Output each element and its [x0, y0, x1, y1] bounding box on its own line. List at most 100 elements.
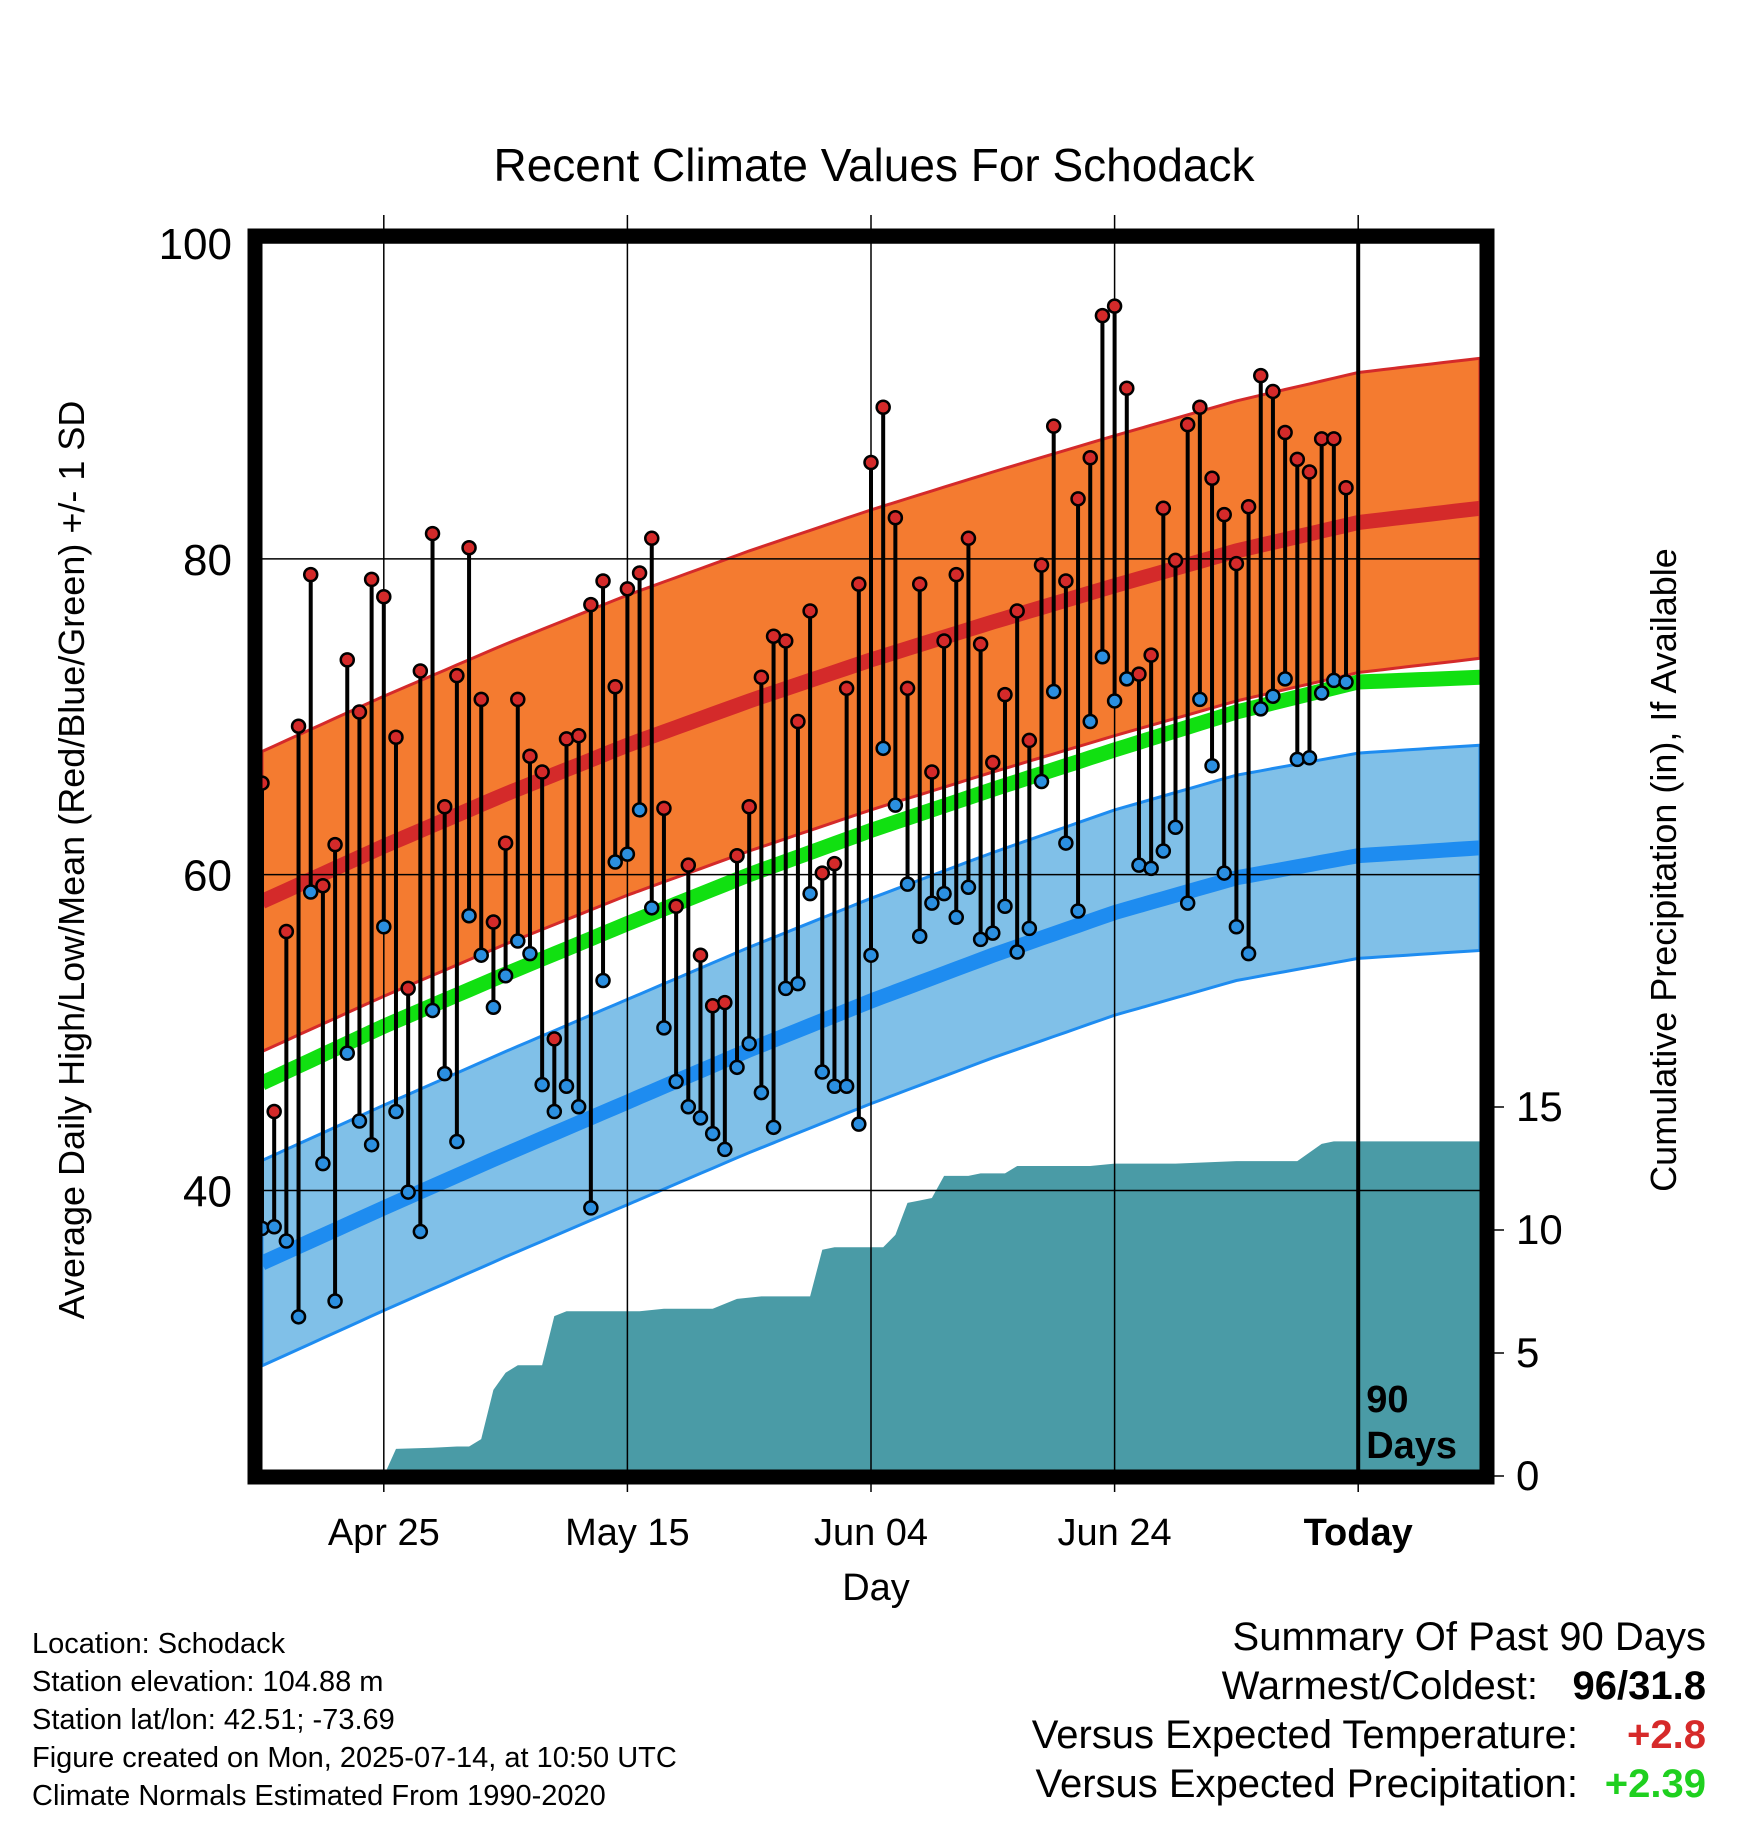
daily-high-point [1070, 491, 1086, 507]
daily-high-point [400, 980, 416, 997]
daily-high-point [924, 764, 940, 780]
daily-low-point [960, 879, 977, 896]
daily-low-point [1228, 919, 1245, 935]
daily-high-point [814, 865, 831, 881]
daily-low-point [1106, 693, 1123, 709]
y-tick-label: 80 [183, 536, 232, 585]
daily-low-point [692, 1110, 709, 1126]
x-axis-title: Day [842, 1567, 910, 1609]
elevation-text: Station elevation: 104.88 m [32, 1666, 384, 1698]
temp-label: Versus Expected Temperature: [1031, 1713, 1578, 1757]
x-tick-label: Today [1304, 1512, 1413, 1554]
daily-low-point [619, 846, 636, 862]
daily-high-point [777, 633, 794, 649]
daily-high-point [972, 636, 989, 652]
daily-high-point [485, 914, 502, 930]
daily-low-point [1313, 685, 1330, 701]
daily-high-point [510, 691, 526, 708]
daily-low-point [436, 1065, 453, 1082]
y-tick-label: 100 [159, 220, 232, 269]
daily-high-point [619, 581, 636, 597]
daily-low-point [339, 1045, 356, 1061]
created-text: Figure created on Mon, 2025-07-14, at 10… [32, 1742, 677, 1774]
x-tick-label: Jun 04 [814, 1512, 928, 1554]
daily-low-point [1338, 674, 1354, 690]
temp-row: Versus Expected Temperature: +2.8 [1032, 1711, 1706, 1760]
daily-low-point [1179, 895, 1196, 911]
daily-low-point [765, 1119, 782, 1136]
daily-low-point [595, 972, 611, 989]
daily-high-point [1045, 418, 1062, 434]
daily-high-point [278, 923, 295, 940]
daily-low-point [278, 1233, 295, 1249]
daily-high-point [449, 667, 465, 684]
daily-low-point [631, 802, 648, 818]
daily-high-point [534, 764, 550, 780]
daily-high-point [607, 678, 623, 695]
daily-high-point [948, 566, 965, 583]
daily-low-point [266, 1219, 282, 1235]
daily-low-point [936, 885, 952, 902]
daily-low-point [899, 876, 916, 892]
daily-high-point [936, 633, 952, 649]
daily-high-point [985, 754, 1001, 771]
daily-low-point [838, 1078, 855, 1095]
daily-low-point [376, 919, 392, 935]
daily-high-point [546, 1031, 563, 1047]
daily-high-point [790, 713, 806, 730]
precip-label: Versus Expected Precipitation: [1035, 1762, 1578, 1806]
daily-high-point [1265, 383, 1281, 400]
daily-low-point [1289, 751, 1306, 768]
daily-high-point [753, 669, 770, 686]
daily-low-point [534, 1076, 550, 1093]
daily-low-point [948, 909, 965, 926]
daily-low-point [522, 945, 538, 962]
daily-low-point [863, 947, 879, 963]
daily-high-point [1179, 416, 1196, 433]
daily-high-point [1167, 552, 1184, 569]
daily-low-point [351, 1113, 368, 1129]
daily-low-point [802, 885, 818, 902]
daily-high-point [802, 603, 818, 619]
normals-text: Climate Normals Estimated From 1990-2020 [32, 1780, 606, 1812]
daily-low-point [1058, 835, 1074, 851]
daily-high-point [1094, 307, 1111, 324]
daily-high-point [1131, 666, 1147, 682]
daily-high-point [461, 540, 477, 556]
daily-high-point [1228, 555, 1245, 572]
summary-panel: Summary Of Past 90 Days Warmest/Coldest:… [1032, 1613, 1706, 1809]
daily-high-point [376, 588, 392, 605]
daily-high-point [1192, 399, 1208, 415]
daily-low-point [887, 797, 904, 813]
daily-high-point [1277, 424, 1293, 441]
daily-low-point [1216, 865, 1232, 881]
daily-high-point [960, 530, 977, 547]
daily-high-point [1009, 603, 1025, 619]
daily-low-point [1167, 819, 1184, 836]
daily-high-point [656, 800, 672, 817]
daily-low-point [412, 1223, 429, 1240]
daily-low-point [485, 999, 502, 1016]
daily-high-point [1021, 732, 1038, 749]
summary-heading: Summary Of Past 90 Days [1232, 1615, 1706, 1659]
daily-low-point [668, 1073, 684, 1090]
daily-low-point [997, 898, 1013, 914]
days-label-1: 90 [1366, 1379, 1408, 1421]
y2-tick-label: 10 [1516, 1206, 1563, 1253]
daily-low-point [388, 1103, 404, 1120]
daily-low-point [790, 975, 806, 992]
daily-low-point [510, 933, 526, 949]
daily-high-point [1338, 480, 1354, 496]
y2-tick-label: 0 [1516, 1452, 1539, 1499]
precip-row: Versus Expected Precipitation: +2.39 [1032, 1760, 1706, 1809]
daily-low-point [1070, 903, 1086, 919]
daily-high-point [631, 565, 648, 581]
daily-high-point [680, 857, 697, 873]
daily-high-point [729, 847, 745, 864]
daily-high-point [1301, 464, 1318, 480]
daily-high-point [327, 836, 343, 853]
daily-low-point [1277, 671, 1293, 687]
daily-low-point [290, 1309, 307, 1325]
daily-low-point [972, 931, 989, 948]
daily-low-point [1240, 945, 1257, 962]
